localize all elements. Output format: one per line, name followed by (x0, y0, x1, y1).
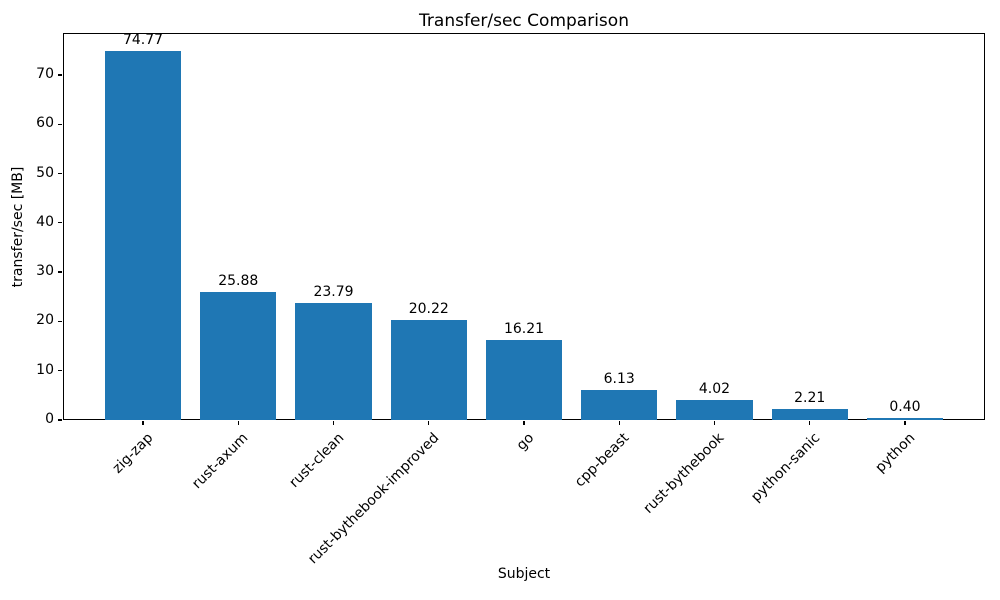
x-tick-mark (142, 421, 144, 425)
bar-value-label: 2.21 (794, 390, 826, 407)
bar (676, 400, 753, 420)
y-tick-mark (58, 271, 62, 273)
y-tick-mark (58, 320, 62, 323)
x-tick-mark (809, 421, 811, 425)
y-tick-label: 0 (45, 411, 54, 427)
bar-value-label: 4.02 (698, 381, 731, 398)
x-tick-mark (332, 421, 335, 425)
x-tick-mark (904, 421, 906, 425)
bar (866, 418, 944, 420)
bar-value-label: 6.13 (603, 370, 635, 387)
bar (485, 340, 563, 420)
y-tick-mark (58, 222, 62, 224)
bar-value-label: 20.22 (408, 301, 449, 318)
x-tick-mark (428, 421, 430, 425)
bar (200, 292, 277, 420)
y-tick-label: 20 (36, 312, 54, 329)
x-tick-mark (618, 421, 620, 425)
y-tick-mark (58, 123, 62, 125)
y-tick-mark (58, 370, 62, 372)
y-tick-label: 70 (36, 65, 54, 82)
bar-value-label: 25.88 (218, 273, 259, 290)
bar-value-label: 23.79 (313, 283, 354, 300)
bar (771, 409, 848, 420)
x-axis-label: Subject (497, 566, 551, 582)
y-tick-label: 10 (36, 361, 54, 378)
bar (581, 389, 658, 420)
bar (390, 320, 467, 420)
x-tick-mark (713, 421, 716, 425)
bar-value-label: 0.40 (889, 399, 921, 416)
y-tick-mark (58, 74, 62, 76)
bar-value-label: 74.77 (122, 32, 164, 49)
bar (295, 302, 372, 420)
y-tick-label: 30 (36, 263, 54, 280)
y-tick-mark (58, 172, 62, 175)
bar (104, 51, 182, 420)
bar-value-label: 16.21 (503, 321, 545, 338)
y-tick-label: 40 (36, 213, 54, 230)
y-tick-label: 60 (36, 115, 54, 132)
x-tick-mark (523, 421, 525, 425)
chart-title: Transfer/sec Comparison (419, 11, 629, 31)
x-tick-mark (237, 421, 239, 425)
y-tick-mark (58, 419, 62, 421)
y-tick-label: 50 (36, 164, 54, 181)
